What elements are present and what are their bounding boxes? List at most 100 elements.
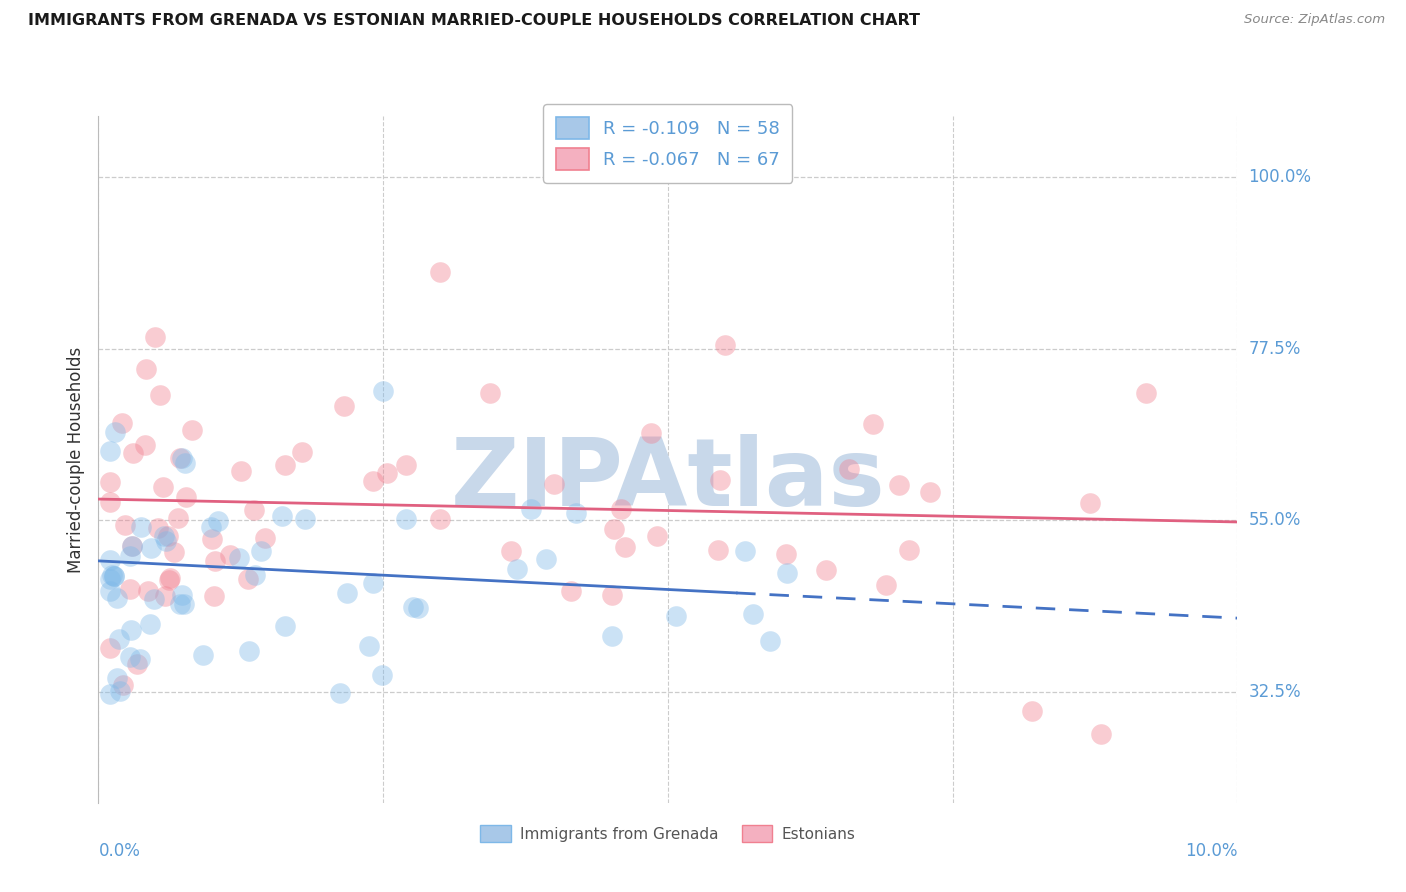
Point	[406, 600, 429, 615]
Point	[145, 330, 167, 344]
Point	[1090, 727, 1112, 741]
Text: 0.0%: 0.0%	[98, 842, 141, 860]
Point	[361, 575, 384, 590]
Point	[543, 476, 565, 491]
Point	[181, 423, 204, 437]
Point	[229, 464, 252, 478]
Point	[146, 521, 169, 535]
Point	[111, 416, 134, 430]
Point	[862, 417, 884, 431]
Point	[121, 539, 143, 553]
Point	[98, 553, 121, 567]
Point	[520, 502, 543, 516]
Point	[838, 462, 860, 476]
Point	[536, 552, 558, 566]
Point	[371, 668, 394, 682]
Point	[141, 541, 163, 555]
Y-axis label: Married-couple Households: Married-couple Households	[66, 346, 84, 573]
Point	[122, 446, 145, 460]
Point	[129, 520, 152, 534]
Point	[734, 544, 756, 558]
Point	[775, 547, 797, 561]
Point	[600, 588, 623, 602]
Point	[254, 531, 277, 545]
Point	[193, 648, 215, 663]
Point	[875, 578, 897, 592]
Point	[170, 451, 193, 466]
Point	[560, 584, 582, 599]
Point	[98, 495, 121, 509]
Point	[776, 566, 799, 581]
Point	[274, 619, 297, 633]
Point	[98, 687, 121, 701]
Point	[98, 475, 121, 489]
Point	[709, 473, 731, 487]
Point	[375, 466, 398, 480]
Text: 77.5%: 77.5%	[1249, 340, 1301, 358]
Point	[228, 551, 250, 566]
Point	[98, 641, 121, 656]
Point	[610, 501, 633, 516]
Point	[887, 478, 910, 492]
Text: 55.0%: 55.0%	[1249, 511, 1301, 530]
Point	[401, 600, 423, 615]
Point	[114, 518, 136, 533]
Point	[759, 634, 782, 648]
Point	[238, 572, 260, 586]
Point	[173, 456, 195, 470]
Point	[336, 586, 359, 600]
Text: ZIPAtlas: ZIPAtlas	[450, 434, 886, 526]
Point	[155, 533, 177, 548]
Point	[478, 386, 501, 401]
Point	[166, 511, 188, 525]
Point	[107, 632, 129, 646]
Point	[105, 591, 128, 606]
Point	[169, 450, 191, 465]
Point	[159, 571, 181, 585]
Point	[395, 458, 418, 472]
Point	[135, 361, 157, 376]
Point	[136, 584, 159, 599]
Point	[111, 678, 134, 692]
Point	[815, 563, 838, 577]
Point	[98, 584, 121, 599]
Point	[169, 597, 191, 611]
Point	[614, 540, 637, 554]
Point	[1135, 385, 1157, 400]
Point	[603, 522, 626, 536]
Point	[142, 591, 165, 606]
Point	[429, 265, 451, 279]
Point	[361, 474, 384, 488]
Point	[250, 543, 273, 558]
Point	[243, 568, 266, 582]
Point	[172, 588, 194, 602]
Point	[108, 684, 131, 698]
Point	[153, 529, 176, 543]
Legend: Immigrants from Grenada, Estonians: Immigrants from Grenada, Estonians	[472, 817, 863, 850]
Point	[242, 502, 264, 516]
Point	[121, 539, 143, 553]
Point	[219, 548, 242, 562]
Point	[707, 543, 730, 558]
Point	[1021, 704, 1043, 718]
Point	[118, 650, 141, 665]
Point	[602, 629, 624, 643]
Point	[274, 458, 297, 472]
Point	[129, 651, 152, 665]
Point	[200, 520, 222, 534]
Point	[373, 384, 395, 398]
Point	[139, 616, 162, 631]
Point	[103, 568, 125, 582]
Point	[202, 589, 225, 603]
Point	[207, 514, 229, 528]
Point	[918, 485, 941, 500]
Point	[1078, 496, 1101, 510]
Point	[120, 582, 142, 596]
Point	[714, 338, 737, 352]
Point	[134, 438, 156, 452]
Point	[645, 529, 668, 543]
Point	[897, 543, 920, 558]
Point	[153, 589, 176, 603]
Point	[118, 549, 141, 563]
Point	[174, 490, 197, 504]
